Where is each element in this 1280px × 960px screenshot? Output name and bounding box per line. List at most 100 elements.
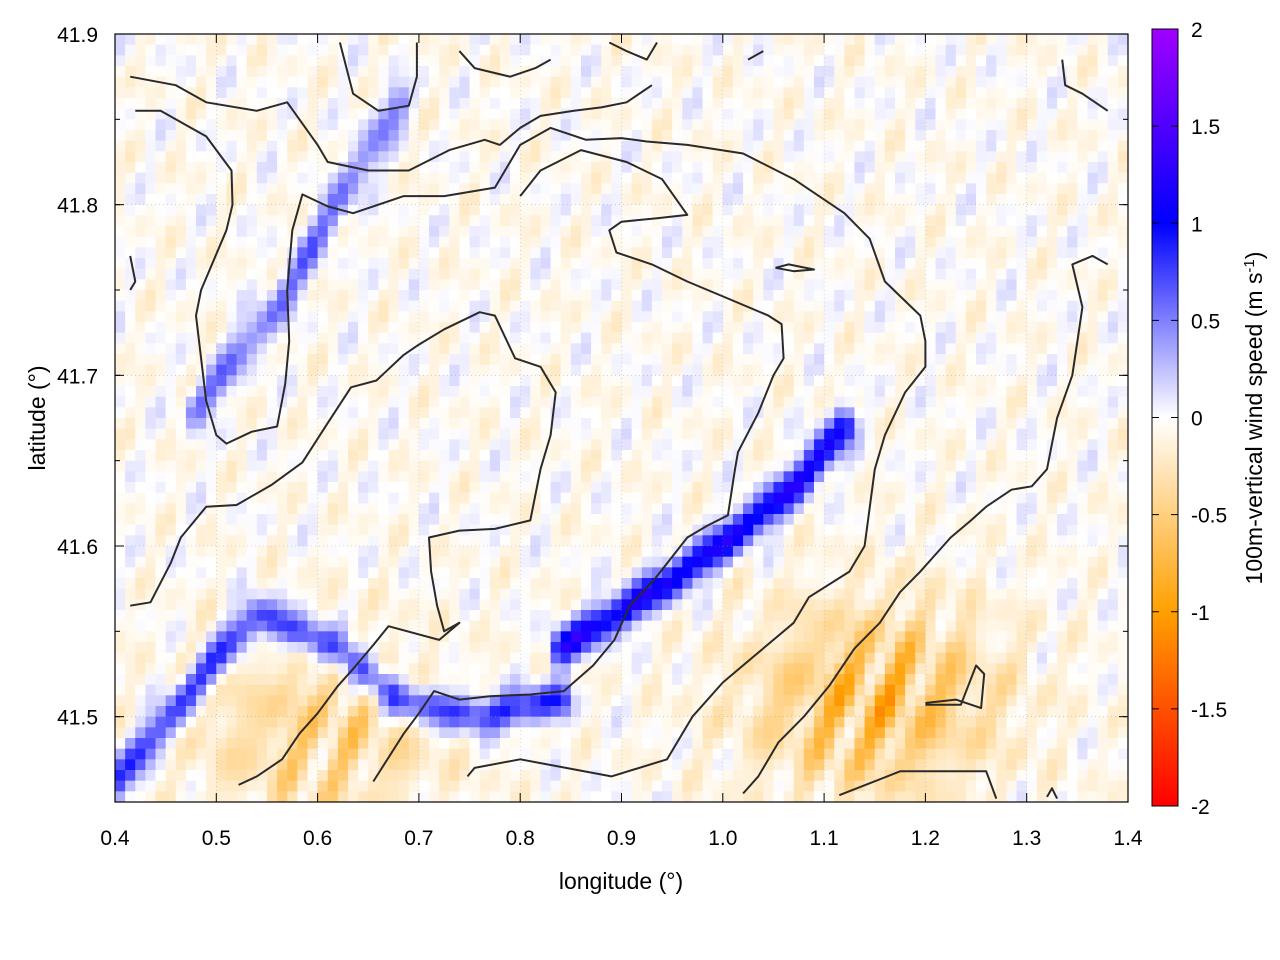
heatmap-cell	[256, 396, 268, 408]
heatmap-cell	[459, 546, 471, 558]
heatmap-cell	[732, 354, 744, 366]
heatmap-cell	[510, 258, 521, 270]
heatmap-cell	[317, 162, 329, 174]
heatmap-cell	[560, 268, 572, 280]
heatmap-cell	[135, 343, 146, 355]
heatmap-cell	[246, 354, 258, 366]
heatmap-cell	[884, 162, 896, 174]
heatmap-cell	[327, 418, 339, 430]
heatmap-cell	[925, 482, 937, 494]
heatmap-cell	[469, 364, 481, 376]
heatmap-cell	[459, 236, 471, 248]
heatmap-cell	[358, 87, 369, 99]
heatmap-cell	[783, 119, 795, 131]
heatmap-cell	[125, 279, 136, 291]
heatmap-cell	[955, 44, 967, 56]
heatmap-cell	[945, 279, 957, 291]
heatmap-cell	[874, 322, 886, 334]
heatmap-cell	[641, 226, 653, 238]
heatmap-cell	[196, 428, 207, 440]
heatmap-cell	[439, 55, 450, 67]
heatmap-cell	[206, 482, 217, 494]
heatmap-cell	[793, 151, 805, 163]
heatmap-cell	[449, 55, 461, 67]
heatmap-cell	[813, 364, 825, 376]
heatmap-cell	[824, 108, 835, 120]
heatmap-cell	[844, 98, 856, 110]
heatmap-cell	[358, 471, 369, 483]
heatmap-cell	[1077, 471, 1089, 483]
heatmap-cell	[976, 247, 987, 259]
heatmap-cell	[327, 44, 339, 56]
heatmap-cell	[540, 514, 552, 526]
heatmap-cell	[358, 375, 369, 387]
heatmap-cell	[185, 108, 197, 120]
heatmap-cell	[327, 151, 339, 163]
heatmap-cell	[722, 535, 734, 547]
heatmap-cell	[996, 396, 1008, 408]
heatmap-cell	[895, 247, 906, 259]
heatmap-cell	[439, 162, 450, 174]
heatmap-cell	[1026, 375, 1038, 387]
heatmap-cell	[520, 194, 531, 206]
heatmap-cell	[429, 460, 440, 472]
heatmap-cell	[712, 343, 724, 355]
heatmap-cell	[358, 247, 369, 259]
heatmap-cell	[844, 514, 856, 526]
heatmap-cell	[672, 524, 683, 536]
heatmap-cell	[266, 300, 278, 312]
heatmap-cell	[297, 514, 309, 526]
heatmap-cell	[682, 471, 694, 483]
heatmap-cell	[266, 226, 278, 238]
heatmap-cell	[672, 322, 683, 334]
heatmap-cell	[307, 428, 319, 440]
heatmap-cell	[469, 311, 481, 323]
heatmap-cell	[378, 300, 390, 312]
heatmap-cell	[449, 172, 461, 184]
heatmap-cell	[510, 34, 521, 46]
heatmap-cell	[297, 492, 309, 504]
heatmap-cell	[844, 76, 856, 88]
heatmap-cell	[297, 172, 309, 184]
heatmap-cell	[1006, 119, 1018, 131]
heatmap-cell	[712, 482, 724, 494]
heatmap-cell	[631, 300, 643, 312]
heatmap-cell	[570, 386, 582, 398]
heatmap-cell	[763, 162, 775, 174]
heatmap-cell	[560, 44, 572, 56]
heatmap-cell	[226, 290, 238, 302]
heatmap-cell	[570, 311, 582, 323]
heatmap-cell	[185, 311, 197, 323]
heatmap-cell	[986, 492, 997, 504]
heatmap-cell	[1067, 375, 1078, 387]
heatmap-cell	[297, 386, 309, 398]
heatmap-cell	[905, 343, 916, 355]
heatmap-cell	[834, 215, 845, 227]
heatmap-cell	[631, 482, 643, 494]
heatmap-cell	[317, 215, 329, 227]
heatmap-cell	[864, 226, 876, 238]
heatmap-cell	[196, 514, 207, 526]
heatmap-cell	[1036, 524, 1048, 536]
heatmap-cell	[824, 396, 835, 408]
heatmap-cell	[429, 364, 440, 376]
heatmap-cell	[1016, 34, 1028, 46]
heatmap-cell	[216, 439, 228, 451]
heatmap-cell	[996, 151, 1008, 163]
heatmap-cell	[1057, 524, 1068, 536]
heatmap-cell	[560, 183, 572, 195]
heatmap-cell	[378, 34, 390, 46]
heatmap-cell	[651, 98, 663, 110]
heatmap-cell	[580, 407, 592, 419]
heatmap-cell	[570, 546, 582, 558]
heatmap-cell	[580, 130, 592, 142]
heatmap-cell	[925, 300, 937, 312]
heatmap-cell	[165, 503, 177, 515]
heatmap-cell	[651, 311, 663, 323]
heatmap-cell	[996, 66, 1008, 78]
heatmap-cell	[368, 151, 379, 163]
heatmap-cell	[965, 151, 977, 163]
heatmap-cell	[743, 450, 754, 462]
heatmap-cell	[986, 546, 997, 558]
heatmap-cell	[449, 194, 461, 206]
